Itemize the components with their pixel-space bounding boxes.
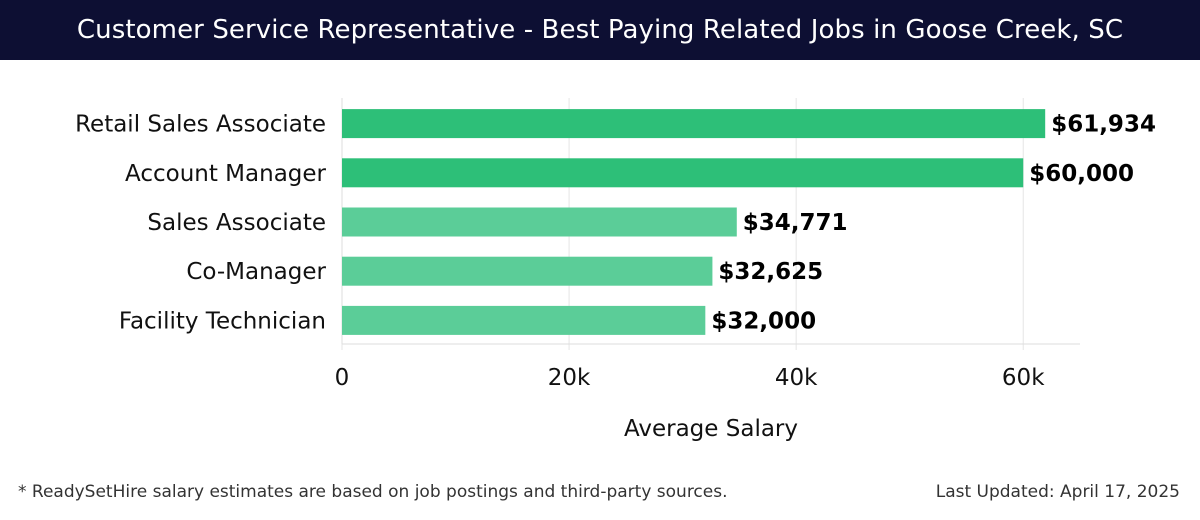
bars xyxy=(342,109,1046,335)
footer-note: * ReadySetHire salary estimates are base… xyxy=(18,482,728,502)
category-label: Retail Sales Associate xyxy=(75,112,326,138)
category-label: Co-Manager xyxy=(186,259,326,285)
chart-title: Customer Service Representative - Best P… xyxy=(76,15,1124,45)
x-axis-label: Average Salary xyxy=(624,416,798,442)
value-labels: $61,934 $60,000 $34,771 $32,625 $32,000 xyxy=(711,112,1156,335)
x-tick-label: 60k xyxy=(1002,365,1045,391)
category-label: Facility Technician xyxy=(119,308,326,334)
value-label: $61,934 xyxy=(1051,112,1156,138)
value-label: $32,000 xyxy=(711,308,816,334)
category-labels: Retail Sales Associate Account Manager Sal… xyxy=(75,112,326,335)
bar-chart: Retail Sales Associate Account Manager Sal… xyxy=(75,98,1156,442)
x-tick-label: 0 xyxy=(335,365,350,391)
category-label: Account Manager xyxy=(125,161,327,187)
chart-header: Customer Service Representative - Best P… xyxy=(0,0,1200,60)
bar xyxy=(342,305,706,335)
category-label: Sales Associate xyxy=(147,210,326,236)
value-label: $34,771 xyxy=(743,210,848,236)
x-tick-labels: 0 20k 40k 60k xyxy=(335,365,1046,391)
value-label: $60,000 xyxy=(1029,161,1134,187)
bar xyxy=(342,256,713,286)
bar xyxy=(342,109,1046,139)
bar xyxy=(342,158,1024,188)
x-tick-label: 20k xyxy=(548,365,591,391)
value-label: $32,625 xyxy=(718,259,823,285)
last-updated: Last Updated: April 17, 2025 xyxy=(935,482,1180,502)
bar xyxy=(342,207,737,237)
x-tick-label: 40k xyxy=(775,365,818,391)
